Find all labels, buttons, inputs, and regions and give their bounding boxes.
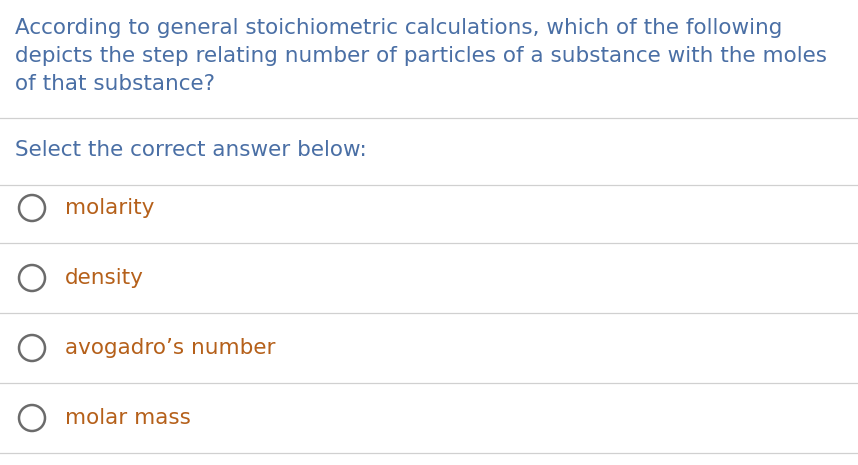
Text: avogadro’s number: avogadro’s number <box>65 338 275 358</box>
Text: depicts the step relating number of particles of a substance with the moles: depicts the step relating number of part… <box>15 46 827 66</box>
Text: According to general stoichiometric calculations, which of the following: According to general stoichiometric calc… <box>15 18 782 38</box>
Text: of that substance?: of that substance? <box>15 74 215 94</box>
Text: Select the correct answer below:: Select the correct answer below: <box>15 140 366 160</box>
Text: molar mass: molar mass <box>65 408 190 428</box>
Text: molarity: molarity <box>65 198 154 218</box>
Text: density: density <box>65 268 144 288</box>
